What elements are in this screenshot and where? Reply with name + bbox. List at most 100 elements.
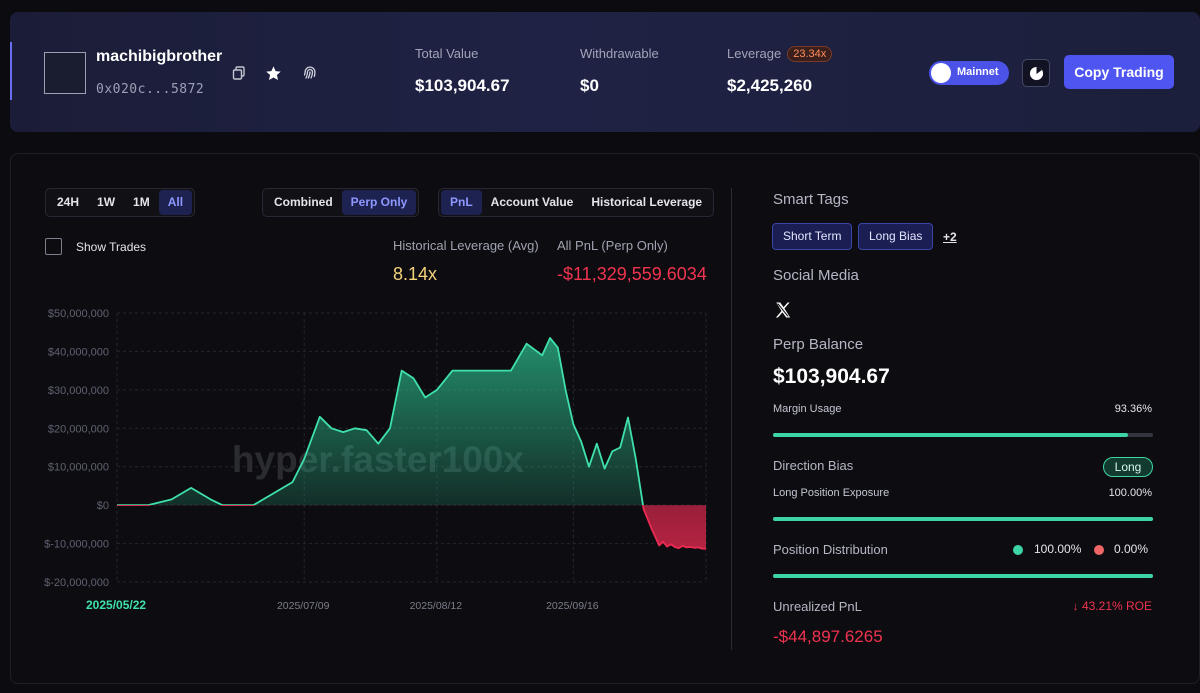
pnl-data-point (690, 546, 691, 547)
direction-bias-badge: Long (1103, 457, 1153, 477)
show-trades-checkbox[interactable] (45, 238, 62, 255)
pnl-data-point (526, 343, 527, 344)
x-tick-label: 2025/05/22 (86, 598, 146, 612)
pnl-data-point (436, 389, 437, 390)
withdrawable-label: Withdrawable (580, 46, 659, 61)
portfolio-chart-button[interactable] (1022, 59, 1050, 87)
wallet-address: 0x020c...5872 (96, 82, 205, 97)
pnl-data-point (698, 547, 699, 548)
pnl-data-point (222, 505, 223, 506)
unrealized-pnl-value: -$44,897.6265 (773, 627, 883, 646)
all-pnl-label: All PnL (Perp Only) (557, 238, 668, 253)
pnl-line-positive (117, 337, 644, 506)
hist-leverage-value: 8.14x (393, 264, 438, 284)
pnl-data-point (304, 458, 305, 459)
timeframe-1w[interactable]: 1W (97, 195, 116, 209)
perp-balance-label: Perp Balance (773, 336, 864, 353)
tag-short-term[interactable]: Short Term (772, 223, 853, 250)
leverage-label-group: Leverage 23.34x (727, 46, 833, 62)
y-tick-label: $-10,000,000 (44, 539, 109, 551)
view-pnl[interactable]: PnL (441, 190, 482, 215)
pnl-data-point (565, 389, 566, 390)
total-value-label: Total Value (415, 46, 479, 61)
chart-y-axis: $50,000,000 $40,000,000 $30,000,000 $20,000… (44, 308, 109, 589)
pnl-data-point (389, 428, 390, 429)
pnl-area-negative (117, 505, 706, 549)
leverage-label: Leverage (727, 46, 782, 61)
pnl-data-point (596, 443, 597, 444)
pnl-data-point (233, 505, 234, 506)
long-legend-dot (1013, 545, 1023, 555)
more-tags-link[interactable]: +2 (943, 230, 957, 244)
pnl-data-point (401, 370, 402, 371)
mode-combined[interactable]: Combined (274, 195, 333, 209)
pnl-data-point (452, 370, 453, 371)
pnl-data-point (467, 370, 468, 371)
pnl-data-point (191, 487, 192, 488)
mainnet-toggle[interactable]: Mainnet (929, 61, 1009, 85)
pnl-data-point (319, 416, 320, 417)
view-historical-leverage[interactable]: Historical Leverage (591, 195, 703, 209)
pnl-data-point (588, 466, 589, 467)
view-selector: PnL Account Value Historical Leverage (438, 188, 715, 217)
timeframe-1m[interactable]: 1M (133, 195, 150, 209)
perp-balance-value: $103,904.67 (773, 365, 890, 388)
long-percentage: 100.00% (1034, 542, 1082, 556)
pnl-data-point (612, 451, 613, 452)
pnl-data-point (635, 458, 636, 459)
pnl-data-point (666, 546, 667, 547)
leverage-value: $2,425,260 (727, 76, 813, 95)
x-twitter-icon[interactable] (774, 301, 792, 319)
tag-long-bias[interactable]: Long Bias (858, 223, 934, 250)
y-tick-label: $30,000,000 (48, 385, 109, 397)
account-header: machibigbrother 0x020c...5872 Total Valu… (10, 12, 1200, 132)
timeframe-24h[interactable]: 24H (57, 195, 80, 209)
pnl-data-point (272, 493, 273, 494)
pnl-data-point (413, 378, 414, 379)
fingerprint-icon[interactable] (301, 64, 319, 82)
pnl-data-point (662, 541, 663, 542)
margin-usage-fill (773, 433, 1128, 437)
show-trades-label[interactable]: Show Trades (76, 240, 147, 254)
pnl-data-point (542, 355, 543, 356)
long-exposure-bar (773, 517, 1153, 521)
pnl-data-point (620, 447, 621, 448)
y-tick-label: $20,000,000 (48, 423, 109, 435)
pnl-data-point (210, 499, 211, 500)
long-exposure-fill (773, 517, 1153, 521)
pnl-chart[interactable]: hyper.faster100x $50,000,000$40,000,000$… (0, 300, 730, 620)
pnl-data-point (581, 441, 582, 442)
short-percentage: 0.00% (1114, 542, 1149, 556)
mainnet-label: Mainnet (957, 66, 999, 78)
mode-perp-only[interactable]: Perp Only (341, 190, 417, 215)
copy-trading-button[interactable]: Copy Trading (1064, 55, 1174, 89)
social-media-label: Social Media (773, 267, 859, 284)
chart-area (116, 337, 707, 550)
hist-leverage-label: Historical Leverage (Avg) (393, 238, 539, 253)
pnl-data-point (694, 547, 695, 548)
pnl-data-point (682, 545, 683, 546)
toggle-knob (931, 63, 951, 83)
pnl-data-point (651, 528, 652, 529)
chart-x-axis: 2025/05/22 2025/07/09 2025/08/12 2025/09/16 (86, 598, 599, 612)
pnl-data-point (116, 505, 117, 506)
position-distribution-bar (773, 574, 1153, 578)
y-tick-label: $10,000,000 (48, 462, 109, 474)
leverage-badge: 23.34x (787, 46, 833, 62)
pnl-data-point (678, 548, 679, 549)
pnl-data-point (378, 443, 379, 444)
position-distribution-fill (773, 574, 1153, 578)
pnl-area-positive (117, 338, 643, 506)
pnl-data-point (171, 499, 172, 500)
timeframe-selector: 24H 1W 1M All (45, 188, 196, 217)
timeframe-all[interactable]: All (158, 190, 193, 215)
copy-icon[interactable] (230, 64, 248, 82)
avatar (44, 52, 86, 94)
view-account-value[interactable]: Account Value (490, 195, 574, 209)
pnl-data-point (659, 545, 660, 546)
main-panel (10, 153, 1200, 684)
pnl-data-point (686, 547, 687, 548)
unrealized-pnl-label: Unrealized PnL (773, 599, 862, 614)
star-icon[interactable] (264, 64, 282, 82)
header-accent-bar (10, 42, 12, 100)
